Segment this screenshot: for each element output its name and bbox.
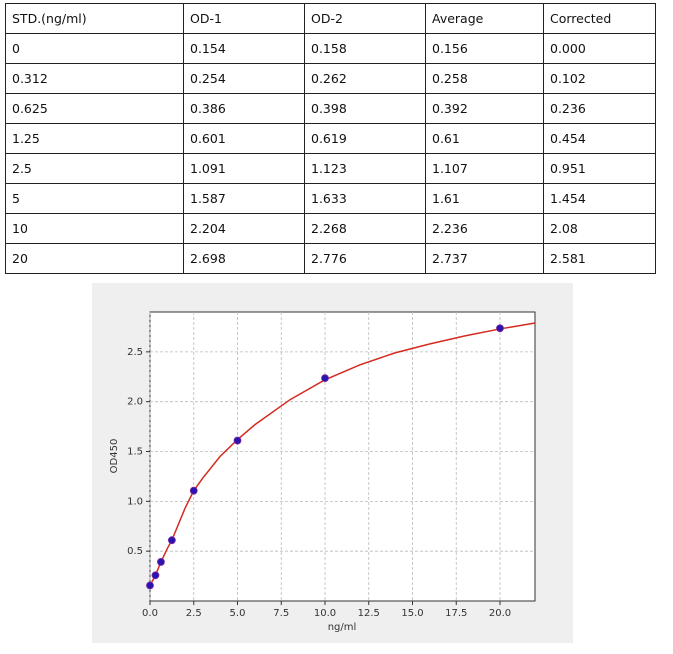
table-cell: 2.776 <box>304 243 426 274</box>
chart: ng/ml OD450 0.0 2.5 5.0 7.5 10.0 12.5 15.0 17.5… <box>92 283 573 643</box>
table-cell: 0.158 <box>304 33 426 64</box>
data-point <box>189 486 198 495</box>
x-tick-label: 12.5 <box>358 608 380 619</box>
table-cell: 0.312 <box>5 63 184 94</box>
table-cell: 0.236 <box>543 93 656 124</box>
table-row: 5 1.587 1.633 1.61 1.454 <box>5 183 656 214</box>
table-cell: 2.204 <box>183 213 305 244</box>
x-tick-label: 5.0 <box>230 608 246 619</box>
table-cell: STD.(ng/ml) <box>5 3 184 34</box>
table-row: 1.25 0.601 0.619 0.61 0.454 <box>5 123 656 154</box>
table-cell: 1.123 <box>304 153 426 184</box>
table-cell: 0 <box>5 33 184 64</box>
table-cell: 2.236 <box>425 213 544 244</box>
x-tick-label: 2.5 <box>186 608 202 619</box>
table-cell: 2.737 <box>425 243 544 274</box>
table-cell: OD-2 <box>304 3 426 34</box>
data-point <box>321 374 329 383</box>
table-cell: 0.000 <box>543 33 656 64</box>
data-point <box>146 581 154 590</box>
data-point <box>151 571 160 580</box>
table-cell: 1.587 <box>183 183 305 214</box>
table-row: 20 2.698 2.776 2.737 2.581 <box>5 243 656 274</box>
x-tick-label: 10.0 <box>314 608 336 619</box>
table-cell: 0.951 <box>543 153 656 184</box>
table-cell: 0.625 <box>5 93 184 124</box>
table-cell: 2.5 <box>5 153 184 184</box>
x-tick-label: 20.0 <box>489 608 511 619</box>
table-row: 10 2.204 2.268 2.236 2.08 <box>5 213 656 244</box>
table-cell: 2.08 <box>543 213 656 244</box>
y-tick-label: 2.0 <box>127 397 143 408</box>
table-cell: 0.254 <box>183 63 305 94</box>
table-cell: Average <box>425 3 544 34</box>
table-cell: 5 <box>5 183 184 214</box>
y-axis-label: OD450 <box>109 439 120 474</box>
data-point <box>496 324 504 333</box>
table-cell: 1.633 <box>304 183 426 214</box>
table-cell: 0.386 <box>183 93 305 124</box>
x-axis-label: ng/ml <box>328 622 357 633</box>
y-tick-label: 1.0 <box>127 496 143 507</box>
table-cell: 1.454 <box>543 183 656 214</box>
y-tick-label: 2.5 <box>127 347 143 358</box>
table-cell: 2.698 <box>183 243 305 274</box>
x-tick-label: 15.0 <box>401 608 423 619</box>
x-tick-label: 7.5 <box>273 608 289 619</box>
table-cell: 0.102 <box>543 63 656 94</box>
table-cell: Corrected <box>543 3 656 34</box>
x-tick-label: 0.0 <box>142 608 158 619</box>
table-cell: 1.107 <box>425 153 544 184</box>
table-cell: OD-1 <box>183 3 305 34</box>
table-cell: 0.454 <box>543 123 656 154</box>
y-tick-label: 1.5 <box>127 447 143 458</box>
table-row: 2.5 1.091 1.123 1.107 0.951 <box>5 153 656 184</box>
x-tick-label: 17.5 <box>445 608 467 619</box>
data-point <box>167 536 176 545</box>
table-cell: 0.154 <box>183 33 305 64</box>
table-cell: 0.258 <box>425 63 544 94</box>
plot-area <box>149 311 536 602</box>
table-cell: 2.268 <box>304 213 426 244</box>
table-row: 0.625 0.386 0.398 0.392 0.236 <box>5 93 656 124</box>
data-point <box>157 558 165 566</box>
table-cell: 1.091 <box>183 153 305 184</box>
table-cell: 0.392 <box>425 93 544 124</box>
table-cell: 0.398 <box>304 93 426 124</box>
table-cell: 0.619 <box>304 123 426 154</box>
header-row: STD.(ng/ml) OD-1 OD-2 Average Corrected <box>5 3 656 34</box>
table-cell: 0.262 <box>304 63 426 94</box>
table-cell: 1.25 <box>5 123 184 154</box>
table-cell: 1.61 <box>425 183 544 214</box>
table-row: 0.312 0.254 0.262 0.258 0.102 <box>5 63 656 94</box>
table-cell: 0.156 <box>425 33 544 64</box>
table-cell: 10 <box>5 213 184 244</box>
data-point <box>233 436 242 445</box>
table-cell: 20 <box>5 243 184 274</box>
table-cell: 0.601 <box>183 123 305 154</box>
table-cell: 2.581 <box>543 243 656 274</box>
table-row: 0 0.154 0.158 0.156 0.000 <box>5 33 656 64</box>
y-tick-label: 0.5 <box>127 546 143 557</box>
data-table: STD.(ng/ml) OD-1 OD-2 Average Corrected 0 0.15… <box>5 3 656 274</box>
table-cell: 0.61 <box>425 123 544 154</box>
